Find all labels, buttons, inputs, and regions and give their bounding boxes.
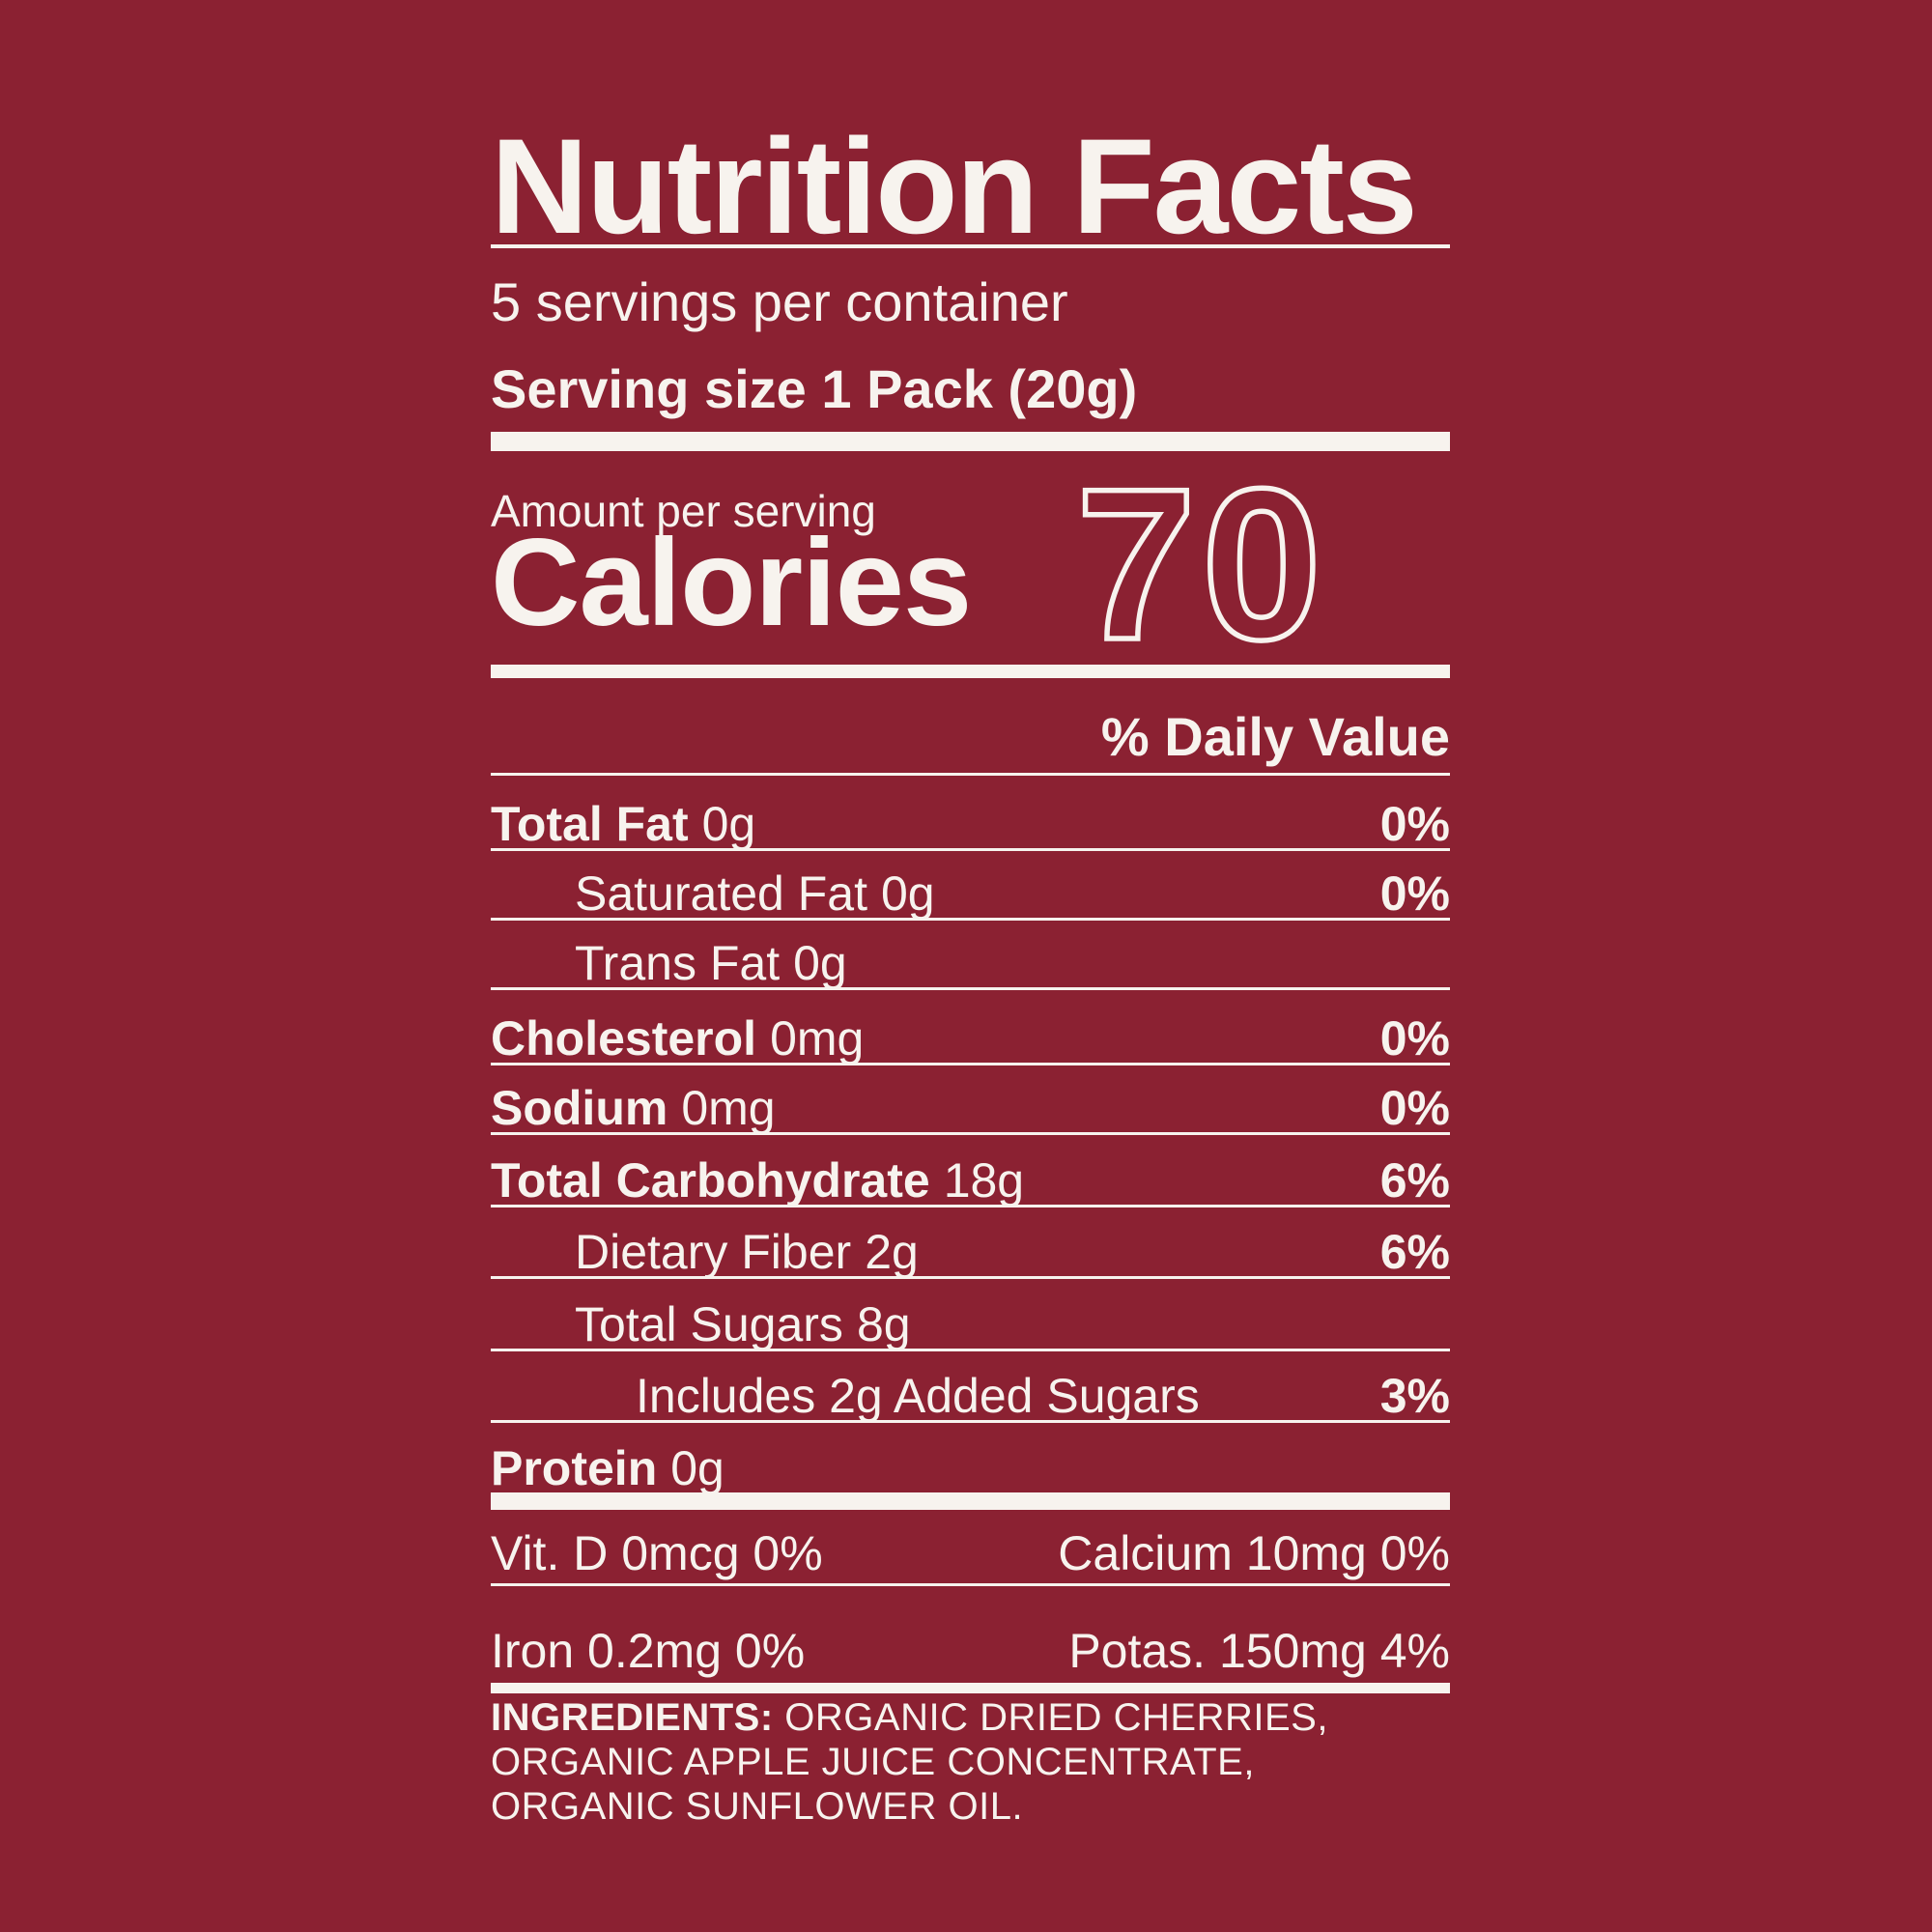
micronutrient-row: Vit. D 0mcg 0% Calcium 10mg 0% [491,1510,1450,1586]
nutrient-daily-value: 0% [1379,1011,1450,1065]
micronutrient-row: Iron 0.2mg 0% Potas. 150mg 4% [491,1586,1450,1683]
nutrient-amount: 18g [943,1153,1025,1208]
nutrient-row-protein: Protein 0g [491,1420,1450,1492]
calcium-value: Calcium 10mg 0% [1058,1526,1450,1580]
calories-value: 70 [1073,444,1328,685]
nutrient-amount: 0mg [681,1081,776,1135]
nutrient-amount: 0mg [770,1011,865,1065]
nutrient-daily-value: 3% [1379,1369,1450,1423]
nutrient-name: Total Carbohydrate [491,1153,930,1208]
serving-size: Serving size 1 Pack (20g) [491,358,1138,419]
amount-per-serving-label: Amount per serving [491,486,876,536]
nutrient-daily-value: 6% [1379,1153,1450,1208]
nutrient-name: Saturated Fat [575,867,867,921]
nutrient-amount: 0g [880,867,935,921]
ingredients-line: ORGANIC APPLE JUICE CONCENTRATE, [491,1741,1255,1783]
ingredients-text: ORGANIC DRIED CHERRIES, [773,1696,1328,1739]
thick-divider-top [491,432,1450,451]
thick-divider-bottom [491,1492,1450,1510]
nutrient-amount: 0g [670,1441,724,1495]
iron-value: Iron 0.2mg 0% [491,1624,806,1678]
potassium-value: Potas. 150mg 4% [1068,1624,1450,1678]
nutrient-amount: 0g [701,797,756,851]
ingredients-label: INGREDIENTS: [491,1696,774,1739]
ingredients-block: INGREDIENTS: ORGANIC DRIED CHERRIES, ORG… [491,1695,1450,1829]
nutrient-row-total-sugars: Total Sugars 8g [491,1276,1450,1349]
nutrient-name: Sodium [491,1081,668,1135]
nutrient-row-trans-fat: Trans Fat 0g [491,918,1450,987]
nutrient-row-dietary-fiber: Dietary Fiber 2g 6% [491,1205,1450,1276]
nutrient-name: Includes 2g Added Sugars [636,1369,1200,1423]
nutrient-row-added-sugars: Includes 2g Added Sugars 3% [491,1349,1450,1420]
nutrient-table: Total Fat 0g 0% Saturated Fat 0g 0% Trans … [491,773,1450,1492]
nutrient-row-total-carbohydrate: Total Carbohydrate 18g 6% [491,1132,1450,1205]
micronutrients-table: Vit. D 0mcg 0% Calcium 10mg 0% Iron 0.2m… [491,1510,1450,1683]
title-divider [491,244,1450,248]
nutrient-daily-value: 0% [1379,1081,1450,1135]
ingredients-line: ORGANIC SUNFLOWER OIL. [491,1785,1024,1828]
nutrient-name: Trans Fat [575,936,781,990]
nutrient-amount: 2g [865,1225,919,1279]
nutrition-facts-title: Nutrition Facts [491,110,1418,262]
nutrient-daily-value: 0% [1379,867,1450,921]
nutrient-amount: 0g [793,936,847,990]
nutrient-name: Total Sugars [575,1297,843,1351]
nutrient-row-cholesterol: Cholesterol 0mg 0% [491,987,1450,1063]
ingredients-line: INGREDIENTS: ORGANIC DRIED CHERRIES, [491,1695,1450,1740]
nutrient-amount: 8g [856,1297,911,1351]
calories-label: Calories [491,514,972,652]
nutrient-name: Total Fat [491,797,689,851]
servings-per-container: 5 servings per container [491,271,1068,332]
nutrient-daily-value: 0% [1379,797,1450,851]
nutrient-row-sodium: Sodium 0mg 0% [491,1063,1450,1132]
nutrient-daily-value: 6% [1379,1225,1450,1279]
nutrient-name: Protein [491,1441,658,1495]
nutrient-name: Cholesterol [491,1011,757,1065]
micronutrients-divider [491,1683,1450,1693]
daily-value-header: % Daily Value [1100,706,1450,767]
nutrient-row-total-fat: Total Fat 0g 0% [491,773,1450,848]
vitamin-d-value: Vit. D 0mcg 0% [491,1526,823,1580]
calories-divider [491,665,1450,678]
nutrient-name: Dietary Fiber [575,1225,852,1279]
nutrient-row-saturated-fat: Saturated Fat 0g 0% [491,848,1450,918]
